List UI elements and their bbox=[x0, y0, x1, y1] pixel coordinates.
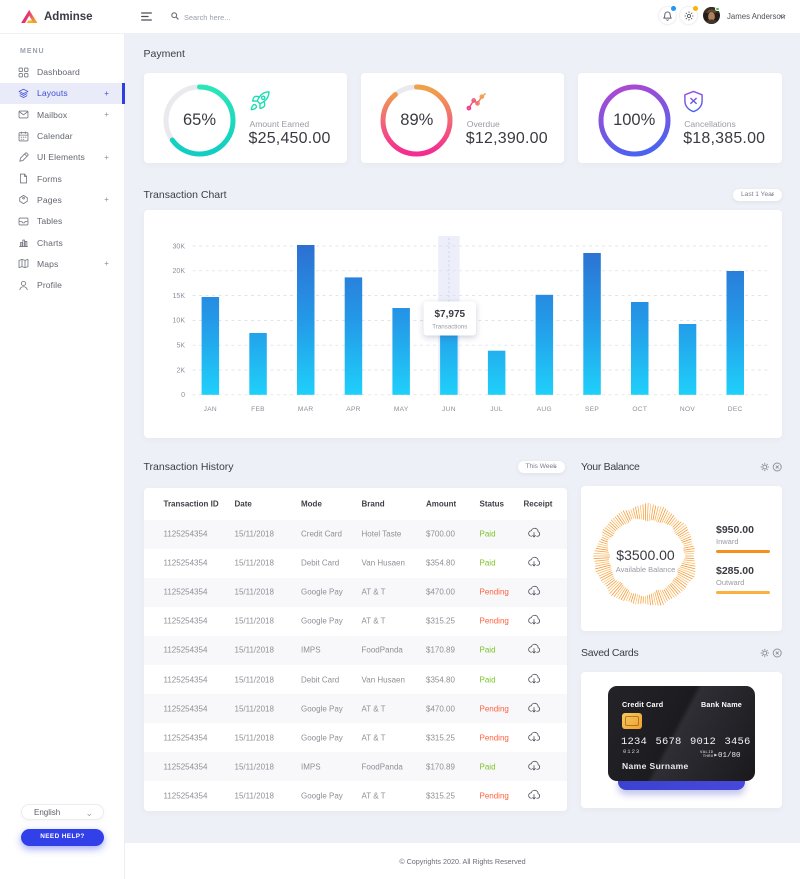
svg-text:APR: APR bbox=[346, 406, 360, 413]
svg-text:SEP: SEP bbox=[585, 406, 599, 413]
svg-text:30K: 30K bbox=[172, 243, 185, 250]
svg-text:15K: 15K bbox=[172, 293, 185, 300]
svg-text:OCT: OCT bbox=[632, 406, 647, 413]
svg-text:DEC: DEC bbox=[727, 406, 742, 413]
svg-text:JAN: JAN bbox=[203, 406, 216, 413]
svg-text:$7,975: $7,975 bbox=[434, 309, 465, 320]
svg-text:20K: 20K bbox=[172, 268, 185, 275]
svg-text:Transactions: Transactions bbox=[432, 324, 467, 331]
svg-text:10K: 10K bbox=[172, 318, 185, 325]
svg-text:0: 0 bbox=[181, 392, 185, 399]
svg-text:JUL: JUL bbox=[490, 406, 503, 413]
svg-text:AUG: AUG bbox=[536, 406, 551, 413]
svg-text:NOV: NOV bbox=[679, 406, 694, 413]
svg-text:FEB: FEB bbox=[251, 406, 265, 413]
svg-text:MAY: MAY bbox=[393, 406, 408, 413]
svg-text:JUN: JUN bbox=[442, 406, 456, 413]
svg-text:2K: 2K bbox=[176, 367, 185, 374]
svg-text:MAR: MAR bbox=[297, 406, 313, 413]
svg-text:5K: 5K bbox=[176, 343, 185, 350]
